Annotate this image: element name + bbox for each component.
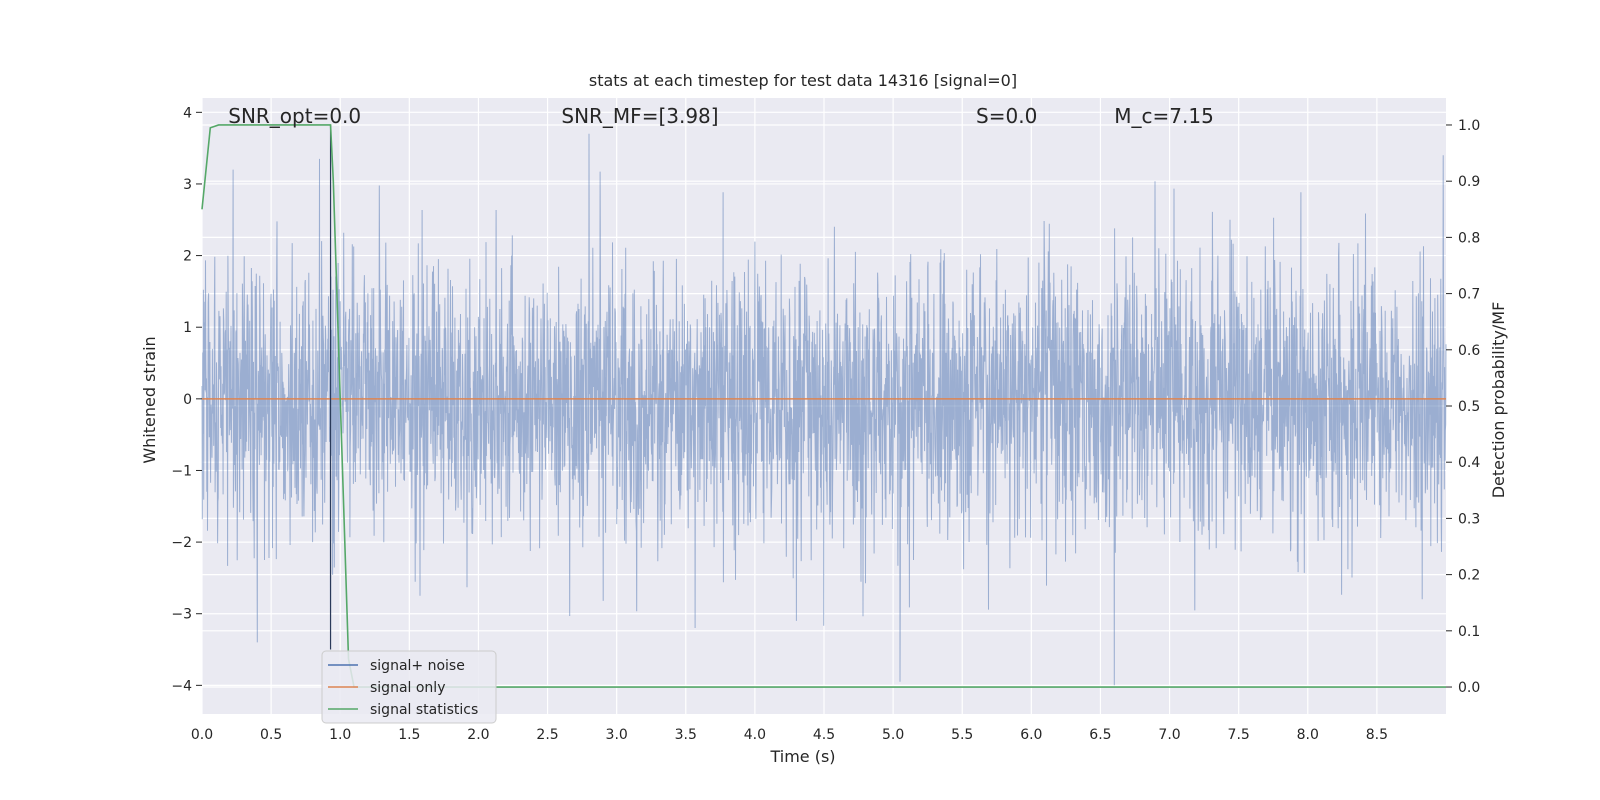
legend-box xyxy=(321,650,497,724)
y2-axis-label: Detection probability/MF xyxy=(1489,302,1508,499)
y2-tick-label: 0.8 xyxy=(1458,230,1480,246)
y2-tick-label: 0.7 xyxy=(1458,287,1480,303)
y-tick-label: −2 xyxy=(171,535,192,551)
x-tick-label: 8.5 xyxy=(1366,727,1388,743)
y2-axis-ticks: 1.0 0.9 0.8 0.7 0.6 0.5 0.4 0.3 0.2 0.1 0.0 xyxy=(1446,118,1480,696)
y-tick-label: 3 xyxy=(183,177,192,193)
y2-tick-label: 0.9 xyxy=(1458,174,1480,190)
x-tick-label: 1.0 xyxy=(329,727,351,743)
y-axis-ticks: 4 3 2 1 0 −1 −2 −3 −4 xyxy=(171,105,202,694)
x-tick-label: 6.5 xyxy=(1089,727,1111,743)
annotations: SNR_opt=0.0 SNR_MF=[3.98] S=0.0 M_c=7.15 xyxy=(228,104,1214,128)
y-tick-label: 1 xyxy=(183,320,192,336)
x-tick-label: 4.5 xyxy=(813,727,835,743)
annotation-2: SNR_MF=[3.98] xyxy=(561,104,718,128)
noise-trace xyxy=(201,133,1447,686)
y2-tick-label: 1.0 xyxy=(1458,118,1480,134)
legend-label: signal statistics xyxy=(370,702,478,718)
x-tick-label: 2.0 xyxy=(467,727,489,743)
x-tick-label: 0.5 xyxy=(260,727,282,743)
x-tick-label: 7.0 xyxy=(1158,727,1180,743)
x-tick-label: 3.0 xyxy=(606,727,628,743)
x-tick-label: 5.5 xyxy=(951,727,973,743)
x-tick-label: 1.5 xyxy=(398,727,420,743)
y2-tick-label: 0.4 xyxy=(1458,455,1480,471)
annotation-3: S=0.0 xyxy=(976,104,1037,128)
x-tick-label: 7.5 xyxy=(1228,727,1250,743)
y-axis-label: Whitened strain xyxy=(140,336,159,463)
chart-title: stats at each timestep for test data 143… xyxy=(589,71,1017,90)
y2-tick-label: 0.1 xyxy=(1458,624,1480,640)
y2-tick-label: 0.0 xyxy=(1458,680,1480,696)
x-tick-label: 4.0 xyxy=(744,727,766,743)
y-tick-label: 4 xyxy=(183,105,192,121)
legend-label: signal+ noise xyxy=(370,658,465,674)
y-tick-label: −3 xyxy=(171,607,192,623)
y2-tick-label: 0.3 xyxy=(1458,511,1480,527)
y2-tick-label: 0.2 xyxy=(1458,568,1480,584)
x-tick-label: 8.0 xyxy=(1297,727,1319,743)
x-axis-ticks: 0.0 0.5 1.0 1.5 2.0 2.5 3.0 3.5 4.0 4.5 5.0 5.5 6.0 6… xyxy=(191,727,1388,743)
series-signal-statistics xyxy=(201,124,1446,688)
signal-statistics-line xyxy=(201,124,1446,688)
y2-tick-label: 0.5 xyxy=(1458,399,1480,415)
y-tick-label: −4 xyxy=(171,678,192,694)
y-tick-label: 2 xyxy=(183,249,192,265)
x-tick-label: 6.0 xyxy=(1020,727,1042,743)
annotation-1: SNR_opt=0.0 xyxy=(228,104,361,128)
x-axis-label: Time (s) xyxy=(769,747,835,766)
x-tick-label: 0.0 xyxy=(191,727,213,743)
y-tick-label: −1 xyxy=(171,463,192,479)
x-tick-label: 3.5 xyxy=(675,727,697,743)
y-tick-label: 0 xyxy=(183,392,192,408)
series-signal-plus-noise xyxy=(201,133,1447,686)
x-tick-label: 5.0 xyxy=(882,727,904,743)
annotation-4: M_c=7.15 xyxy=(1114,104,1214,128)
legend: signal+ noise signal only signal statistic… xyxy=(321,650,497,724)
legend-label: signal only xyxy=(370,680,445,696)
y2-tick-label: 0.6 xyxy=(1458,343,1480,359)
x-tick-label: 2.5 xyxy=(536,727,558,743)
